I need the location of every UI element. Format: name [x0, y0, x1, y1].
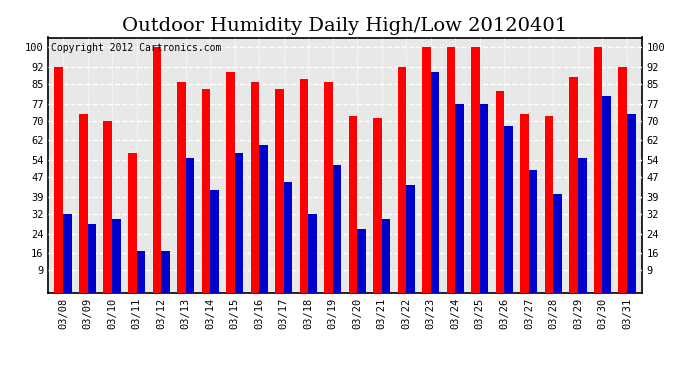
Bar — [177, 82, 186, 292]
Bar — [63, 214, 72, 292]
Bar — [496, 92, 504, 292]
Bar — [627, 114, 635, 292]
Bar — [397, 67, 406, 292]
Bar — [578, 158, 586, 292]
Bar — [324, 82, 333, 292]
Bar — [594, 47, 602, 292]
Bar — [422, 47, 431, 292]
Bar — [569, 77, 578, 292]
Bar — [602, 96, 611, 292]
Bar — [520, 114, 529, 292]
Bar — [529, 170, 538, 292]
Bar — [382, 219, 391, 292]
Bar — [455, 104, 464, 292]
Bar — [79, 114, 88, 292]
Bar — [333, 165, 342, 292]
Bar — [471, 47, 480, 292]
Bar — [226, 72, 235, 292]
Bar — [259, 146, 268, 292]
Bar — [128, 153, 137, 292]
Bar — [55, 67, 63, 292]
Bar — [446, 47, 455, 292]
Bar — [137, 251, 145, 292]
Bar — [201, 89, 210, 292]
Bar — [504, 126, 513, 292]
Bar — [186, 158, 194, 292]
Bar — [152, 47, 161, 292]
Bar — [545, 116, 553, 292]
Bar — [357, 229, 366, 292]
Bar — [348, 116, 357, 292]
Bar — [284, 182, 293, 292]
Bar — [112, 219, 121, 292]
Bar — [431, 72, 440, 292]
Bar — [553, 194, 562, 292]
Bar — [250, 82, 259, 292]
Bar — [373, 118, 382, 292]
Bar — [308, 214, 317, 292]
Bar — [235, 153, 244, 292]
Bar — [210, 189, 219, 292]
Text: Copyright 2012 Cartronics.com: Copyright 2012 Cartronics.com — [51, 43, 221, 52]
Title: Outdoor Humidity Daily High/Low 20120401: Outdoor Humidity Daily High/Low 20120401 — [122, 16, 568, 34]
Bar — [275, 89, 284, 292]
Bar — [618, 67, 627, 292]
Bar — [299, 79, 308, 292]
Bar — [406, 184, 415, 292]
Bar — [104, 121, 112, 292]
Bar — [480, 104, 489, 292]
Bar — [88, 224, 96, 292]
Bar — [161, 251, 170, 292]
